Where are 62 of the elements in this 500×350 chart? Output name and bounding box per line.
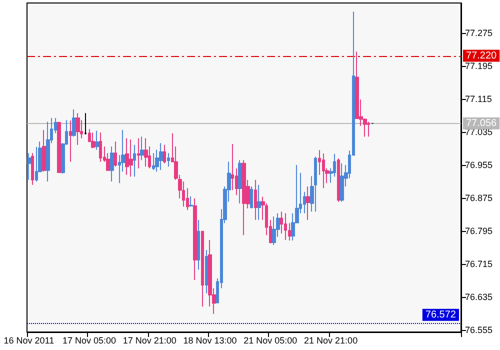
candlestick (322, 152, 325, 189)
y-tick-label: 76.955 (465, 160, 493, 170)
x-tick-label: 17 Nov 21:00 (122, 336, 176, 346)
candlestick (99, 132, 102, 162)
x-tick-label: 21 Nov 21:00 (304, 336, 358, 346)
candlestick (76, 112, 80, 146)
candlestick (152, 152, 155, 170)
candlestick (114, 141, 117, 168)
candlestick (125, 138, 129, 176)
candlestick (69, 120, 72, 162)
x-tick-label: 17 Nov 05:00 (62, 336, 116, 346)
candlestick (238, 160, 242, 204)
candlestick (46, 121, 50, 182)
candlestick (84, 112, 87, 136)
candlestick (27, 152, 31, 180)
candlestick (133, 144, 136, 178)
x-tick-label: 21 Nov 05:00 (244, 336, 298, 346)
candlestick (231, 144, 234, 191)
ref-line-label: 76.572 (425, 309, 456, 320)
y-tick-label: 76.795 (465, 226, 493, 236)
candlestick (129, 138, 133, 178)
y-tick-label: 77.275 (465, 28, 493, 38)
ref-line-label: 77.220 (466, 50, 498, 62)
candlestick (242, 160, 246, 236)
candlestick (163, 144, 166, 164)
candlestick (367, 121, 370, 138)
candlestick (167, 152, 170, 168)
x-tick-label: 16 Nov 2011 (4, 336, 54, 346)
candlestick (205, 249, 208, 294)
candlestick (159, 142, 163, 170)
candlestick (189, 196, 193, 208)
x-tick-label: 18 Nov 13:00 (183, 336, 237, 346)
candlestick (95, 130, 99, 150)
candlestick (254, 179, 257, 220)
candlestick (250, 186, 253, 209)
candlestick (340, 162, 344, 202)
y-tick-label: 76.635 (465, 292, 493, 302)
ref-line-label: 77.056 (466, 118, 498, 129)
candlestick (306, 186, 310, 220)
y-tick-label: 76.875 (465, 193, 493, 204)
y-tick-label: 77.035 (465, 127, 493, 138)
candlestick (72, 108, 76, 138)
candlestick (91, 132, 95, 149)
candlestick (272, 216, 276, 246)
y-tick-label: 76.555 (465, 324, 493, 335)
candlestick (337, 158, 340, 202)
y-tick-label: 77.115 (465, 94, 492, 104)
candlestick (144, 138, 148, 168)
candlestick (57, 121, 61, 173)
candlestick (197, 219, 200, 270)
candlestick (193, 198, 197, 281)
candlestick (314, 156, 317, 212)
candlestick (137, 138, 140, 169)
candlestick (284, 212, 287, 241)
candlestick (201, 230, 204, 307)
y-tick-label: 76.715 (465, 258, 493, 269)
candlestick (42, 129, 46, 172)
y-tick-label: 77.195 (465, 61, 493, 72)
candlestick (257, 184, 261, 220)
candlestick (110, 146, 114, 182)
candlestick (31, 152, 34, 186)
candlestick (140, 136, 144, 161)
